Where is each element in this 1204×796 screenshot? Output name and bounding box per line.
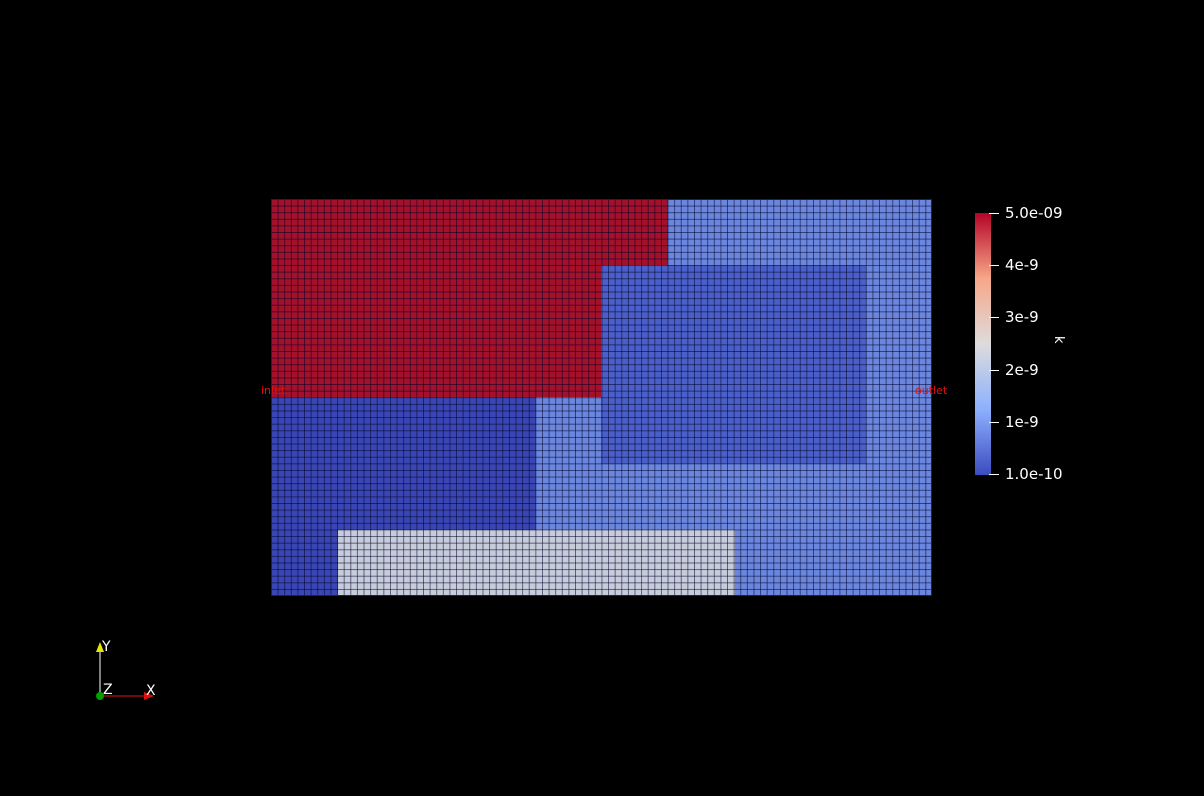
colorbar-tick-mark	[989, 369, 999, 371]
x-axis-label: X	[146, 683, 156, 699]
region-light-top-right	[668, 199, 932, 265]
region-light-center-strip	[536, 397, 601, 530]
colorbar	[975, 213, 991, 475]
colorbar-tick-mark	[989, 213, 999, 214]
region-high-permeability-left-block	[271, 265, 601, 397]
colorbar-tick-mark	[989, 317, 999, 319]
y-axis-label: Y	[102, 639, 111, 655]
colorbar-tick-label: 1e-9	[1005, 412, 1039, 431]
region-dark-bottom-left	[271, 530, 338, 596]
axes-triad-icon	[96, 642, 154, 700]
z-axis-label: Z	[103, 682, 113, 698]
orientation-axes: Y Z X	[80, 630, 170, 710]
x-axis-arrowhead	[144, 692, 154, 700]
y-axis-arrowhead	[96, 642, 104, 652]
inlet-label: inlet	[261, 384, 286, 397]
region-high-permeability-top-left	[271, 199, 668, 265]
colorbar-tick-label: 2e-9	[1005, 360, 1039, 379]
colorbar-title: k	[1051, 336, 1066, 344]
region-gray-bottom	[338, 530, 735, 596]
colorbar-tick-label: 5.0e-09	[1005, 204, 1063, 222]
mesh-domain	[271, 199, 932, 596]
colorbar-tick-label: 3e-9	[1005, 308, 1039, 327]
colorbar-tick-mark	[989, 474, 999, 475]
colorbar-tick-mark	[989, 421, 999, 423]
region-dark-left-middle	[271, 397, 536, 530]
region-mid-center	[601, 265, 866, 464]
outlet-label: outlet	[915, 384, 948, 397]
colorbar-tick-label: 4e-9	[1005, 256, 1039, 275]
region-light-bottom-right	[735, 530, 932, 596]
z-axis-origin	[96, 692, 104, 700]
colorbar-gradient	[975, 213, 991, 475]
colorbar-tick-label: 1.0e-10	[1005, 465, 1063, 483]
colorbar-tick-mark	[989, 265, 999, 267]
region-light-lower-right	[601, 464, 866, 530]
